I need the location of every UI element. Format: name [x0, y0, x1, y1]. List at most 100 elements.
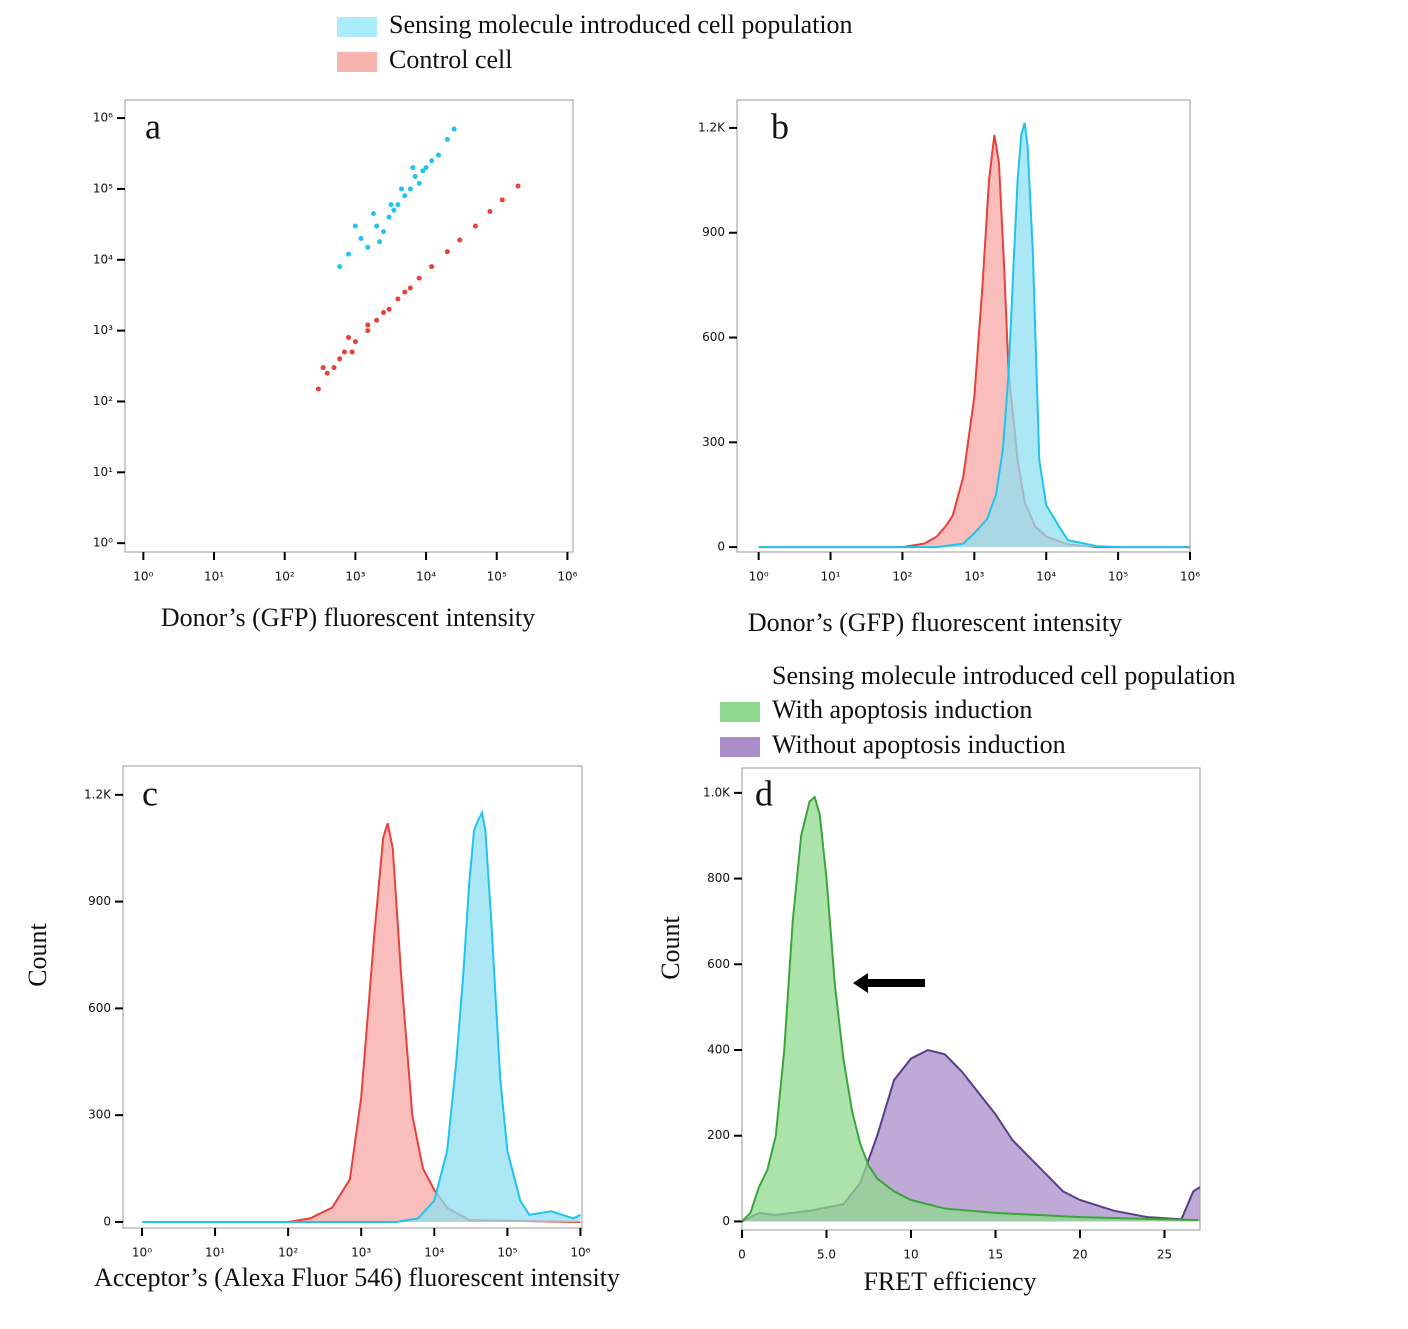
- y-tick-label: 10¹: [93, 465, 113, 479]
- point: [423, 165, 429, 171]
- y-tick-label: 300: [88, 1108, 111, 1122]
- panel-label: a: [145, 106, 161, 146]
- point: [395, 202, 401, 208]
- point: [402, 289, 408, 295]
- y-tick-label: 10⁰: [93, 536, 113, 550]
- y-tick-label: 600: [707, 957, 730, 971]
- x-tick-label: 10⁶: [557, 570, 577, 584]
- x-tick-label: 0: [738, 1248, 746, 1262]
- x-tick-label: 10: [903, 1248, 918, 1262]
- point: [444, 249, 450, 255]
- point: [337, 356, 343, 362]
- legend-swatch: [337, 52, 377, 72]
- point: [352, 339, 358, 345]
- legend-label: Control cell: [389, 45, 512, 74]
- point: [399, 186, 405, 192]
- y-tick-label: 0: [717, 540, 725, 554]
- y-tick-label: 600: [702, 330, 725, 344]
- y-tick-label: 0: [722, 1214, 730, 1228]
- x-tick-label: 10⁰: [749, 570, 769, 584]
- point: [352, 223, 358, 229]
- point: [451, 126, 457, 132]
- x-tick-label: 5.0: [817, 1248, 836, 1262]
- area-fill: [742, 797, 1199, 1222]
- point: [515, 183, 521, 189]
- point: [346, 251, 352, 257]
- point: [416, 275, 422, 281]
- x-tick-label: 10¹: [820, 570, 840, 584]
- x-tick-label: 10⁰: [133, 570, 153, 584]
- area-fill: [141, 812, 581, 1222]
- y-tick-label: 10⁵: [93, 181, 113, 195]
- area-fill: [141, 823, 581, 1222]
- point: [407, 186, 413, 192]
- point: [337, 264, 343, 270]
- point: [358, 235, 364, 241]
- point: [365, 244, 371, 250]
- point: [410, 165, 416, 171]
- point: [429, 264, 435, 270]
- y-tick-label: 600: [88, 1001, 111, 1015]
- point: [341, 349, 347, 355]
- y-tick-label: 1.0K: [703, 785, 731, 799]
- arrow: [853, 973, 925, 993]
- legend-label: Without apoptosis induction: [772, 730, 1066, 759]
- point: [395, 296, 401, 302]
- y-tick-label: 10³: [93, 323, 113, 337]
- point: [365, 322, 371, 328]
- point: [374, 223, 380, 229]
- legend-swatch: [337, 17, 377, 37]
- x-tick-label: 10⁵: [497, 1246, 517, 1260]
- y-tick-label: 10⁶: [93, 111, 113, 125]
- x-tick-label: 15: [988, 1248, 1003, 1262]
- point: [444, 136, 450, 142]
- legend-swatch: [720, 702, 760, 722]
- point: [315, 386, 321, 392]
- point: [381, 310, 387, 316]
- point: [429, 158, 435, 164]
- point: [349, 349, 355, 355]
- y-axis-label: Count: [23, 922, 52, 986]
- x-tick-label: 10³: [345, 570, 365, 584]
- x-tick-label: 10⁶: [1180, 570, 1200, 584]
- point: [381, 229, 387, 235]
- x-axis-label: Acceptor’s (Alexa Fluor 546) fluorescent…: [94, 1263, 620, 1292]
- x-axis-label: FRET efficiency: [863, 1267, 1036, 1296]
- plot-frame: [741, 767, 1201, 1231]
- point: [377, 239, 383, 245]
- x-tick-label: 10⁵: [1108, 570, 1128, 584]
- panel-label: b: [771, 106, 789, 146]
- x-tick-label: 10⁴: [424, 1246, 444, 1260]
- area-fill: [742, 1050, 1200, 1222]
- y-tick-label: 1.2K: [84, 787, 112, 801]
- point: [386, 306, 392, 312]
- y-tick-label: 200: [707, 1128, 730, 1142]
- point: [407, 285, 413, 291]
- x-tick-label: 10¹: [204, 570, 224, 584]
- x-tick-label: 10⁰: [132, 1246, 152, 1260]
- legend-label: Sensing molecule introduced cell populat…: [389, 10, 853, 39]
- series-line: [141, 809, 581, 1223]
- y-tick-label: 900: [702, 225, 725, 239]
- x-tick-label: 10²: [892, 570, 912, 584]
- x-tick-label: 10⁴: [416, 570, 436, 584]
- point: [370, 210, 376, 216]
- point: [435, 152, 441, 158]
- legend-title: Sensing molecule introduced cell populat…: [772, 661, 1236, 690]
- point: [391, 207, 397, 213]
- panel-label: c: [142, 773, 158, 813]
- y-tick-label: 800: [707, 871, 730, 885]
- y-tick-label: 10²: [93, 394, 113, 408]
- point: [412, 173, 418, 179]
- x-axis-label: Donor’s (GFP) fluorescent intensity: [748, 608, 1122, 637]
- x-tick-label: 10³: [964, 570, 984, 584]
- legend-label: With apoptosis induction: [772, 695, 1032, 724]
- point: [416, 180, 422, 186]
- x-tick-label: 10³: [351, 1246, 371, 1260]
- x-axis-label: Donor’s (GFP) fluorescent intensity: [161, 603, 535, 632]
- y-tick-label: 10⁴: [93, 252, 113, 266]
- x-tick-label: 10⁶: [570, 1246, 590, 1260]
- y-tick-label: 1.2K: [698, 120, 726, 134]
- x-tick-label: 25: [1157, 1248, 1172, 1262]
